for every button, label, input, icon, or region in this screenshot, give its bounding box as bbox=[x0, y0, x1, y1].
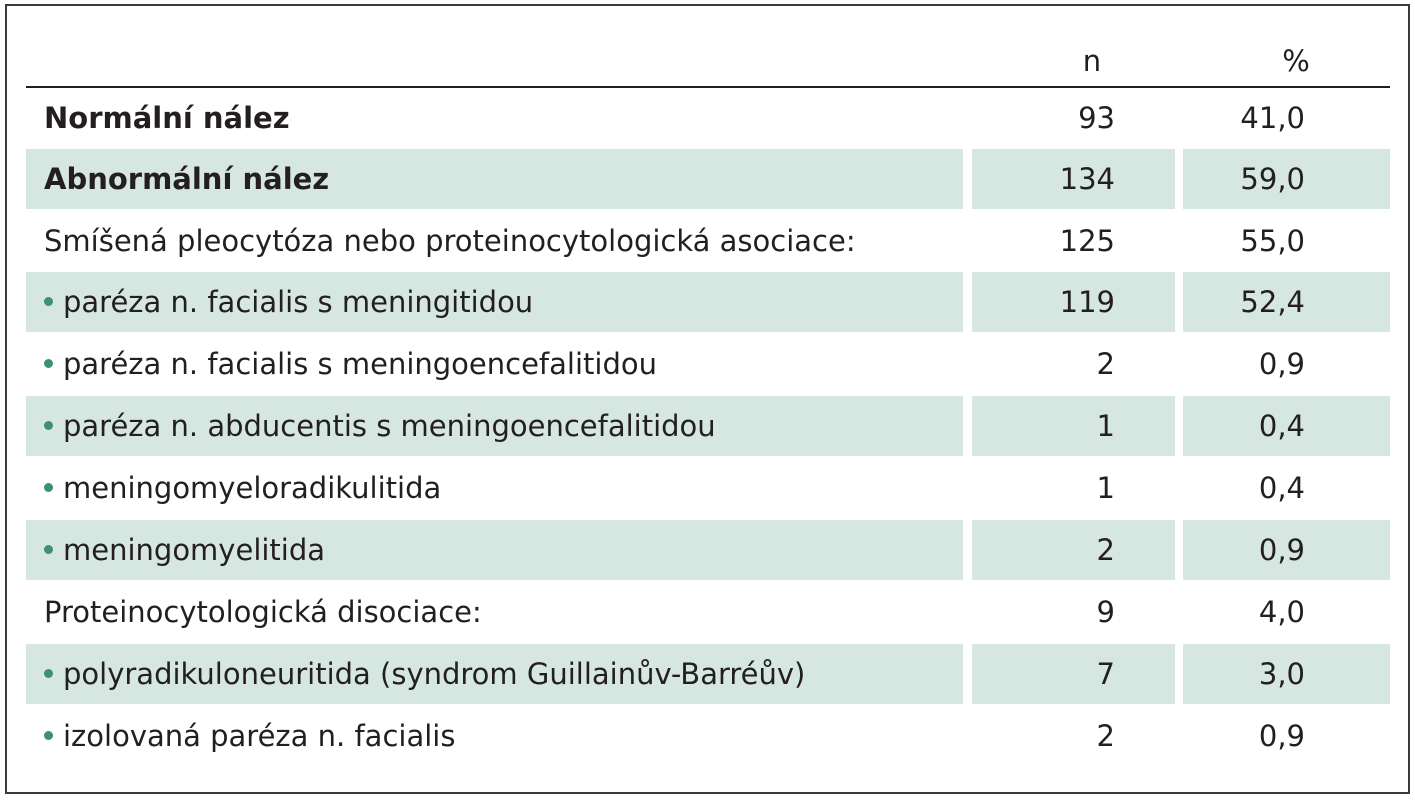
header-percent: % bbox=[1282, 44, 1310, 78]
table-row: meningomyeloradikulitida 1 0,4 bbox=[26, 458, 1390, 520]
row-n: 2 bbox=[1096, 347, 1115, 381]
bullet-icon bbox=[44, 420, 53, 430]
row-label-cell: paréza n. facialis s meningitidou bbox=[26, 272, 963, 332]
bullet-icon bbox=[44, 296, 53, 306]
row-label: izolovaná paréza n. facialis bbox=[63, 719, 456, 753]
row-label: Smíšená pleocytóza nebo proteinocytologi… bbox=[44, 224, 856, 258]
row-label: Proteinocytologická disociace: bbox=[44, 595, 482, 629]
row-percent: 0,9 bbox=[1258, 347, 1305, 381]
row-label: paréza n. facialis s meningoencefalitido… bbox=[63, 347, 657, 381]
table-row: paréza n. facialis s meningoencefalitido… bbox=[26, 334, 1390, 396]
row-percent: 0,4 bbox=[1258, 471, 1305, 505]
row-percent: 0,4 bbox=[1183, 396, 1390, 456]
table-row: Normální nález 93 41,0 bbox=[26, 88, 1390, 150]
row-label: paréza n. abducentis s meningoencefaliti… bbox=[63, 409, 716, 443]
row-n: 1 bbox=[972, 396, 1175, 456]
header-n: n bbox=[1082, 44, 1102, 78]
row-label: polyradikuloneuritida (syndrom Guillainů… bbox=[63, 657, 806, 691]
row-n: 134 bbox=[972, 149, 1175, 209]
row-n: 7 bbox=[972, 644, 1175, 704]
bullet-icon bbox=[44, 358, 53, 368]
row-percent: 59,0 bbox=[1183, 149, 1390, 209]
row-n: 119 bbox=[972, 272, 1175, 332]
bullet-icon bbox=[44, 730, 53, 740]
row-n: 9 bbox=[1096, 595, 1115, 629]
table-row: izolovaná paréza n. facialis 2 0,9 bbox=[26, 706, 1390, 768]
row-label-cell: polyradikuloneuritida (syndrom Guillainů… bbox=[26, 644, 963, 704]
row-label: meningomyeloradikulitida bbox=[63, 471, 442, 505]
row-percent: 3,0 bbox=[1183, 644, 1390, 704]
row-percent: 55,0 bbox=[1240, 224, 1305, 258]
row-percent: 52,4 bbox=[1183, 272, 1390, 332]
row-n: 125 bbox=[1059, 224, 1115, 258]
table-row: Proteinocytologická disociace: 9 4,0 bbox=[26, 582, 1390, 644]
table-row: Smíšená pleocytóza nebo proteinocytologi… bbox=[26, 211, 1390, 273]
bullet-icon bbox=[44, 544, 53, 554]
table-header: n % bbox=[26, 30, 1390, 88]
table-row: polyradikuloneuritida (syndrom Guillainů… bbox=[26, 644, 1390, 706]
row-label: Normální nález bbox=[44, 101, 290, 135]
table-row: meningomyelitida 2 0,9 bbox=[26, 520, 1390, 582]
row-label-cell: paréza n. abducentis s meningoencefaliti… bbox=[26, 396, 963, 456]
bullet-icon bbox=[44, 668, 53, 678]
row-label-cell: izolovaná paréza n. facialis bbox=[26, 706, 963, 766]
row-percent: 4,0 bbox=[1258, 595, 1305, 629]
row-label: Abnormální nález bbox=[26, 149, 963, 209]
row-label: meningomyelitida bbox=[63, 533, 326, 567]
table-frame bbox=[5, 4, 1410, 794]
bullet-icon bbox=[44, 482, 53, 492]
table-row: paréza n. abducentis s meningoencefaliti… bbox=[26, 396, 1390, 458]
row-n: 1 bbox=[1096, 471, 1115, 505]
row-label-cell: meningomyeloradikulitida bbox=[26, 458, 963, 518]
row-label: paréza n. facialis s meningitidou bbox=[63, 285, 534, 319]
table-row: paréza n. facialis s meningitidou 119 52… bbox=[26, 272, 1390, 334]
row-percent: 0,9 bbox=[1258, 719, 1305, 753]
row-n: 2 bbox=[972, 520, 1175, 580]
row-n: 93 bbox=[1078, 101, 1115, 135]
row-percent: 41,0 bbox=[1240, 101, 1305, 135]
row-label-cell: meningomyelitida bbox=[26, 520, 963, 580]
row-n: 2 bbox=[1096, 719, 1115, 753]
row-percent: 0,9 bbox=[1183, 520, 1390, 580]
row-label-cell: paréza n. facialis s meningoencefalitido… bbox=[26, 334, 963, 394]
table-row: Abnormální nález 134 59,0 bbox=[26, 149, 1390, 211]
